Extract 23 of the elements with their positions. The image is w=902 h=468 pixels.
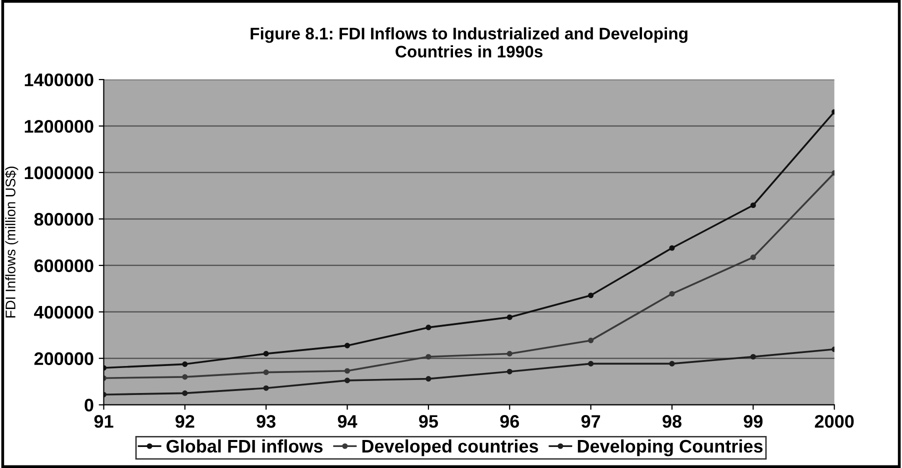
x-tick-label: 98 bbox=[662, 415, 682, 428]
legend-label: Global FDI inflows bbox=[166, 439, 323, 453]
y-tick-label: 0 bbox=[84, 398, 94, 412]
x-tick-label: 99 bbox=[744, 415, 763, 428]
x-tick-label: 2000 bbox=[814, 415, 854, 428]
x-tick-label: 96 bbox=[500, 415, 520, 428]
x-tick-label: 92 bbox=[175, 415, 194, 428]
y-tick-label: 1200000 bbox=[24, 120, 94, 133]
y-tick-label: 1400000 bbox=[24, 73, 94, 86]
y-tick-label: 200000 bbox=[34, 352, 94, 366]
chart-title: Figure 8.1: FDI Inflows to Industrialized and Developing Countries in 1990s bbox=[250, 27, 688, 58]
x-tick-label: 93 bbox=[256, 415, 276, 428]
x-tick-label: 91 bbox=[94, 415, 114, 428]
x-tick-label: 97 bbox=[581, 415, 600, 428]
x-tick-label: 94 bbox=[338, 415, 358, 428]
y-axis-title: FDI Inflows (million US$) bbox=[5, 166, 18, 318]
legend-label: Developed countries bbox=[362, 439, 538, 456]
y-tick-label: 800000 bbox=[34, 212, 94, 226]
x-tick-label: 95 bbox=[419, 415, 438, 428]
y-tick-label: 600000 bbox=[34, 259, 94, 272]
y-tick-label: 400000 bbox=[34, 306, 94, 319]
legend-label: Developing Countries bbox=[578, 439, 763, 456]
y-tick-label: 1000000 bbox=[24, 166, 94, 180]
